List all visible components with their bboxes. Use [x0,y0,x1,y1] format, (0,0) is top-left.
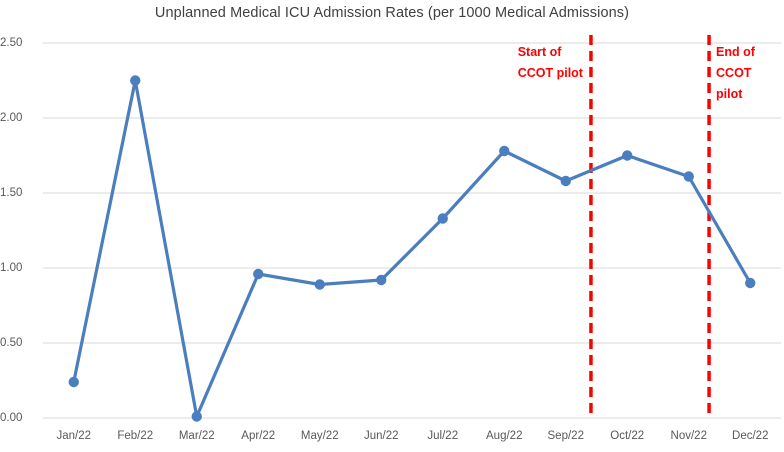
x-tick-label: Sep/22 [547,430,584,442]
annotation-line: CCOT pilot [517,66,583,80]
data-point [130,75,141,86]
chart-title: Unplanned Medical ICU Admission Rates (p… [154,5,630,21]
y-tick-label: 1.00 [0,262,23,274]
data-point [376,274,387,286]
pilot-start-label: Start of CCOT pilot [518,42,583,84]
annotation-line: pilot [716,87,743,101]
x-tick-label: Apr/22 [241,430,276,442]
data-point [314,279,325,290]
x-tick-label: Jun/22 [363,430,399,442]
annotation-line: CCOT [716,66,752,80]
y-tick-label: 0.50 [0,337,23,349]
annotation-line: End of [716,45,755,59]
x-tick-label: Aug/22 [486,430,523,442]
data-point [683,171,694,182]
x-tick-label: Feb/22 [117,430,154,442]
y-tick-label: 1.50 [0,187,23,199]
data-point [253,268,264,280]
x-tick-label: Dec/22 [732,430,769,442]
data-point [499,145,510,157]
y-tick-label: 0.00 [0,412,23,424]
data-point [191,411,202,422]
data-point [68,376,79,388]
data-point [437,213,448,224]
x-tick-label: Jan/22 [56,430,92,442]
y-tick-label: 2.00 [0,112,23,124]
data-point [745,277,756,289]
pilot-end-label: End of CCOT pilot [716,42,755,105]
data-point [622,150,633,161]
annotation-line: Start of [517,45,562,59]
x-tick-label: Nov/22 [670,430,707,442]
x-tick-label: May/22 [300,430,339,442]
y-tick-label: 2.50 [0,37,23,49]
data-point [560,175,571,187]
x-tick-label: Oct/22 [610,430,645,442]
data-line [72,78,752,419]
x-tick-label: Jul/22 [427,430,459,442]
x-tick-label: Mar/22 [178,430,215,442]
